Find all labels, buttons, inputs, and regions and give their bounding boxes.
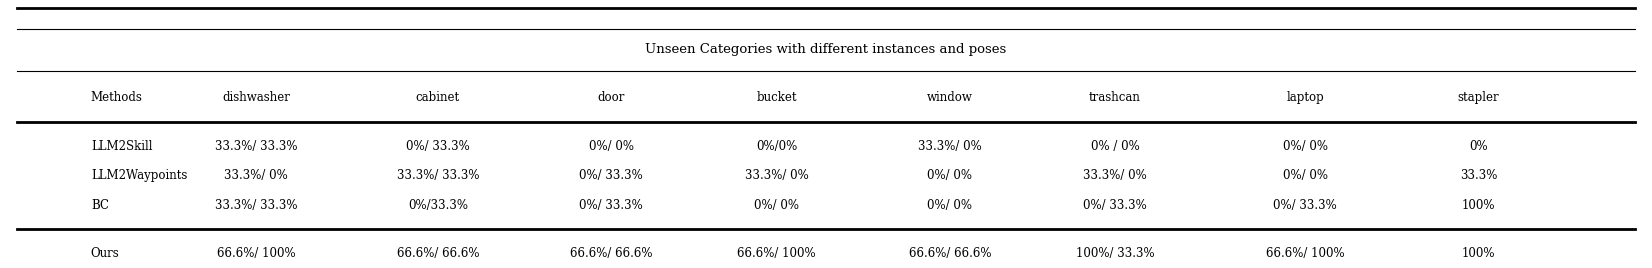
Text: 0% / 0%: 0% / 0% <box>1090 140 1140 152</box>
Text: 0%/ 0%: 0%/ 0% <box>588 140 634 152</box>
Text: 33.3%/ 33.3%: 33.3%/ 33.3% <box>215 199 297 211</box>
Text: 0%/ 0%: 0%/ 0% <box>1282 140 1328 152</box>
Text: 33.3%/ 33.3%: 33.3%/ 33.3% <box>215 140 297 152</box>
Text: BC: BC <box>91 199 109 211</box>
Text: 0%/ 0%: 0%/ 0% <box>1282 169 1328 182</box>
Text: cabinet: cabinet <box>416 91 459 104</box>
Text: 66.6%/ 66.6%: 66.6%/ 66.6% <box>396 247 479 260</box>
Text: window: window <box>927 91 973 104</box>
Text: door: door <box>598 91 624 104</box>
Text: 0%/ 0%: 0%/ 0% <box>927 199 973 211</box>
Text: 66.6%/ 66.6%: 66.6%/ 66.6% <box>909 247 991 260</box>
Text: dishwasher: dishwasher <box>221 91 291 104</box>
Text: 0%/ 0%: 0%/ 0% <box>927 169 973 182</box>
Text: laptop: laptop <box>1287 91 1323 104</box>
Text: 0%/ 33.3%: 0%/ 33.3% <box>1084 199 1146 211</box>
Text: 0%/ 33.3%: 0%/ 33.3% <box>580 169 643 182</box>
Text: 0%/ 33.3%: 0%/ 33.3% <box>406 140 469 152</box>
Text: LLM2Skill: LLM2Skill <box>91 140 152 152</box>
Text: Methods: Methods <box>91 91 142 104</box>
Text: Ours: Ours <box>91 247 119 260</box>
Text: 0%/33.3%: 0%/33.3% <box>408 199 468 211</box>
Text: Unseen Categories with different instances and poses: Unseen Categories with different instanc… <box>646 43 1006 56</box>
Text: 66.6%/ 100%: 66.6%/ 100% <box>737 247 816 260</box>
Text: 100%/ 33.3%: 100%/ 33.3% <box>1075 247 1155 260</box>
Text: bucket: bucket <box>757 91 796 104</box>
Text: 33.3%/ 0%: 33.3%/ 0% <box>1084 169 1146 182</box>
Text: 66.6%/ 100%: 66.6%/ 100% <box>1265 247 1345 260</box>
Text: 0%: 0% <box>1469 140 1488 152</box>
Text: 66.6%/ 100%: 66.6%/ 100% <box>216 247 296 260</box>
Text: trashcan: trashcan <box>1089 91 1142 104</box>
Text: 0%/ 33.3%: 0%/ 33.3% <box>1274 199 1336 211</box>
Text: 33.3%/ 33.3%: 33.3%/ 33.3% <box>396 169 479 182</box>
Text: 33.3%/ 0%: 33.3%/ 0% <box>745 169 808 182</box>
Text: 0%/ 0%: 0%/ 0% <box>753 199 800 211</box>
Text: 100%: 100% <box>1462 199 1495 211</box>
Text: 0%/0%: 0%/0% <box>757 140 796 152</box>
Text: 33.3%: 33.3% <box>1460 169 1497 182</box>
Text: stapler: stapler <box>1457 91 1500 104</box>
Text: 33.3%/ 0%: 33.3%/ 0% <box>919 140 981 152</box>
Text: LLM2Waypoints: LLM2Waypoints <box>91 169 187 182</box>
Text: 0%/ 33.3%: 0%/ 33.3% <box>580 199 643 211</box>
Text: 100%: 100% <box>1462 247 1495 260</box>
Text: 66.6%/ 66.6%: 66.6%/ 66.6% <box>570 247 653 260</box>
Text: 33.3%/ 0%: 33.3%/ 0% <box>225 169 287 182</box>
